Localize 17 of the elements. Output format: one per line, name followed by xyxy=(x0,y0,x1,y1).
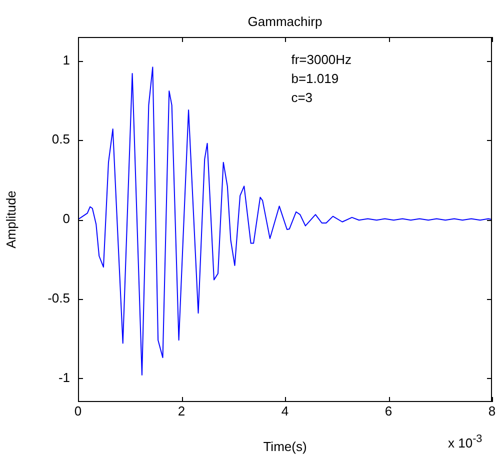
x-tick-label: 2 xyxy=(178,403,186,418)
y-tick-label: 0.5 xyxy=(52,132,70,147)
y-tick-label: -1 xyxy=(58,370,70,385)
x-tick-label: 4 xyxy=(281,403,289,418)
text: x 10$^{-3}$ xyxy=(448,433,482,450)
x-tick-label: 0 xyxy=(74,403,82,418)
annotation: b=1.019 xyxy=(291,71,339,86)
y-tick-label: -0.5 xyxy=(48,290,70,306)
x-axis-title: Time(s) xyxy=(263,438,307,454)
annotation: c=3 xyxy=(291,90,313,106)
x-tick-label: 8 xyxy=(488,403,496,418)
y-axis-title: Amplitude xyxy=(3,190,18,248)
chart-title: Gammachirp xyxy=(248,14,322,30)
annotation: fr=3000Hz xyxy=(291,52,352,68)
y-tick-label: 0 xyxy=(62,211,70,226)
y-tick-label: 1 xyxy=(62,52,70,68)
x-tick-label: 6 xyxy=(384,403,392,418)
